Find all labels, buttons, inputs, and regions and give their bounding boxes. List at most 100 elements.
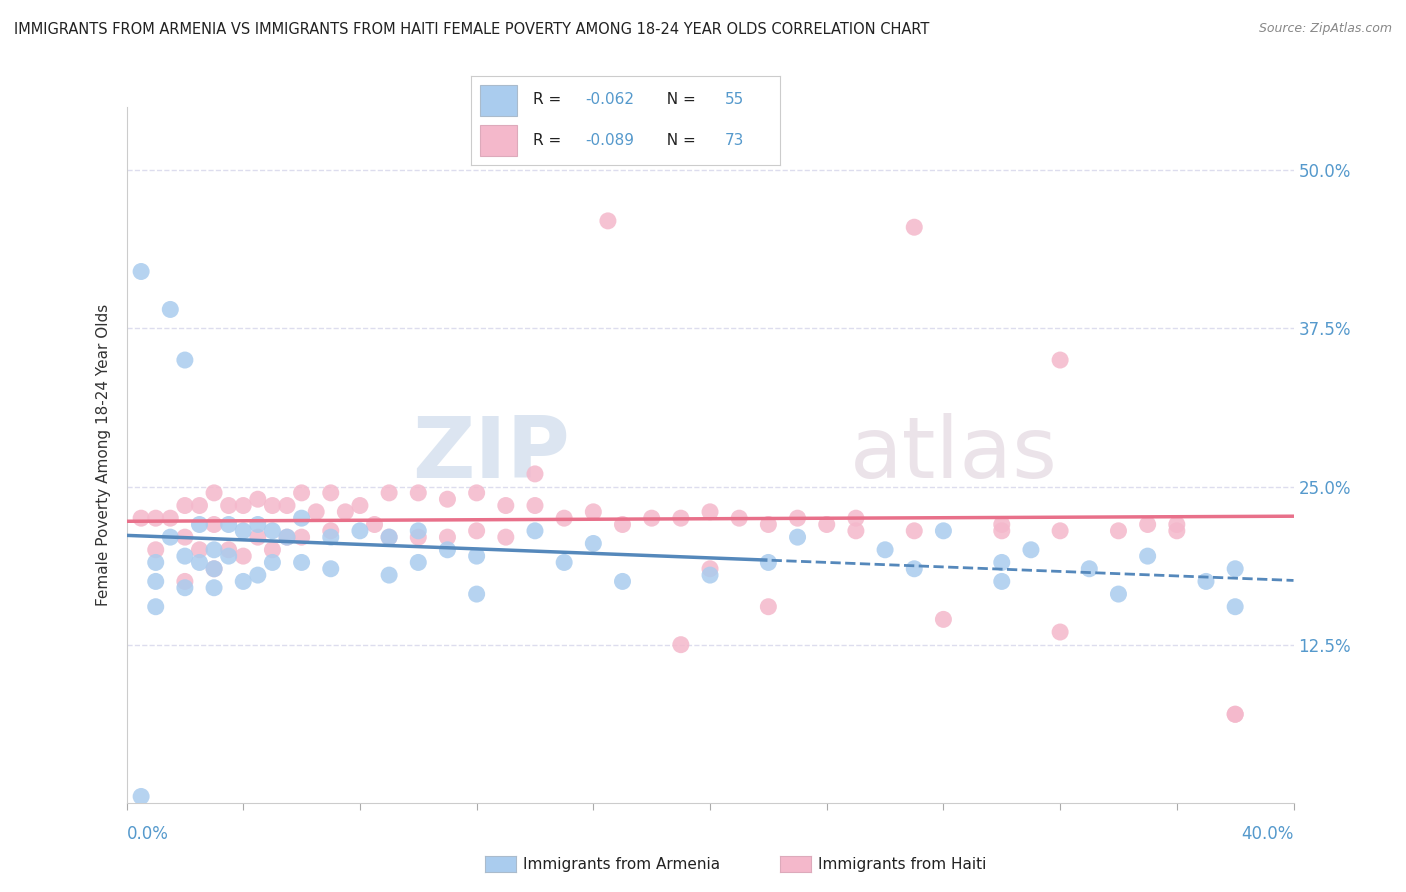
Point <box>612 574 634 589</box>
Point <box>145 574 167 589</box>
Point <box>378 486 401 500</box>
Point <box>290 530 312 544</box>
Point <box>232 549 254 563</box>
Point <box>174 549 197 563</box>
Point <box>408 530 430 544</box>
Text: 0.0%: 0.0% <box>127 825 169 843</box>
Point <box>728 511 751 525</box>
Point <box>524 499 547 513</box>
Point <box>1166 524 1188 538</box>
Text: ZIP: ZIP <box>412 413 569 497</box>
Text: Source: ZipAtlas.com: Source: ZipAtlas.com <box>1258 22 1392 36</box>
Point <box>903 524 925 538</box>
Text: R =: R = <box>533 93 567 107</box>
Point <box>1223 599 1246 614</box>
Point <box>262 524 284 538</box>
Point <box>553 511 575 525</box>
Point <box>903 562 925 576</box>
Point <box>465 587 488 601</box>
Point <box>159 511 181 525</box>
Point <box>495 530 517 544</box>
Point <box>756 599 779 614</box>
Point <box>1049 625 1071 640</box>
Point <box>174 574 197 589</box>
Point <box>129 511 152 525</box>
Point <box>218 499 240 513</box>
Text: R =: R = <box>533 133 567 147</box>
Point <box>232 524 254 538</box>
Point <box>129 264 152 278</box>
Point <box>276 530 298 544</box>
Point <box>1136 549 1159 563</box>
Point <box>202 562 225 576</box>
Y-axis label: Female Poverty Among 18-24 Year Olds: Female Poverty Among 18-24 Year Olds <box>96 304 111 606</box>
Point <box>319 530 342 544</box>
Text: -0.089: -0.089 <box>585 133 634 147</box>
Point <box>232 499 254 513</box>
Point <box>1223 707 1246 722</box>
Point <box>319 562 342 576</box>
Point <box>408 486 430 500</box>
Point <box>669 511 692 525</box>
Text: Immigrants from Haiti: Immigrants from Haiti <box>818 857 987 871</box>
Point <box>174 499 197 513</box>
Point <box>202 517 225 532</box>
Point <box>845 511 868 525</box>
Point <box>262 556 284 570</box>
Text: IMMIGRANTS FROM ARMENIA VS IMMIGRANTS FROM HAITI FEMALE POVERTY AMONG 18-24 YEAR: IMMIGRANTS FROM ARMENIA VS IMMIGRANTS FR… <box>14 22 929 37</box>
Point <box>378 530 401 544</box>
Point <box>1108 587 1130 601</box>
FancyBboxPatch shape <box>481 125 517 156</box>
Point <box>218 542 240 557</box>
Point <box>262 499 284 513</box>
Point <box>246 492 269 507</box>
Point <box>875 542 897 557</box>
Point <box>524 524 547 538</box>
Point <box>932 612 955 626</box>
Text: N =: N = <box>657 133 700 147</box>
Point <box>1019 542 1042 557</box>
Point <box>262 542 284 557</box>
Text: -0.062: -0.062 <box>585 93 634 107</box>
Point <box>669 638 692 652</box>
Point <box>246 530 269 544</box>
Point <box>335 505 357 519</box>
Point <box>553 556 575 570</box>
Point <box>756 556 779 570</box>
Point <box>596 214 619 228</box>
Point <box>932 524 955 538</box>
Point <box>349 499 371 513</box>
Point <box>290 556 312 570</box>
Point <box>699 505 721 519</box>
Point <box>188 556 211 570</box>
Point <box>378 568 401 582</box>
Point <box>786 530 808 544</box>
Point <box>640 511 664 525</box>
Point <box>465 549 488 563</box>
Point <box>174 530 197 544</box>
Point <box>1223 562 1246 576</box>
Point <box>786 511 808 525</box>
Point <box>290 511 312 525</box>
Point <box>465 524 488 538</box>
Point <box>363 517 385 532</box>
Point <box>145 511 167 525</box>
Point <box>436 542 458 557</box>
Point <box>276 530 298 544</box>
Point <box>202 542 225 557</box>
Point <box>582 505 605 519</box>
Point <box>174 353 197 368</box>
Point <box>1049 524 1071 538</box>
Point <box>990 556 1012 570</box>
Point <box>159 302 181 317</box>
Text: 40.0%: 40.0% <box>1241 825 1294 843</box>
Point <box>246 568 269 582</box>
Point <box>612 517 634 532</box>
Point <box>465 486 488 500</box>
Point <box>845 524 868 538</box>
FancyBboxPatch shape <box>481 85 517 116</box>
Text: N =: N = <box>657 93 700 107</box>
Text: Immigrants from Armenia: Immigrants from Armenia <box>523 857 720 871</box>
Point <box>815 517 838 532</box>
Point <box>1195 574 1218 589</box>
